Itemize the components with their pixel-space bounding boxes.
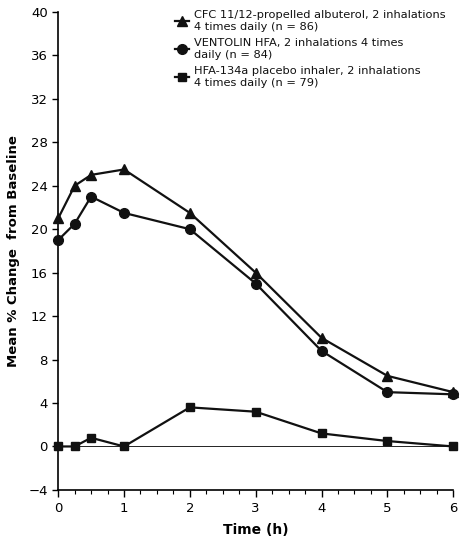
- VENTOLIN HFA, 2 inhalations 4 times
daily (n = 84): [451, 391, 456, 398]
- CFC 11/12-propelled albuterol, 2 inhalations
4 times daily (n = 86): [121, 166, 127, 173]
- VENTOLIN HFA, 2 inhalations 4 times
daily (n = 84): [385, 389, 390, 395]
- CFC 11/12-propelled albuterol, 2 inhalations
4 times daily (n = 86): [72, 182, 78, 189]
- Y-axis label: Mean % Change  from Baseline: Mean % Change from Baseline: [7, 135, 20, 367]
- HFA-134a placebo inhaler, 2 inhalations
4 times daily (n = 79): [187, 404, 193, 411]
- VENTOLIN HFA, 2 inhalations 4 times
daily (n = 84): [72, 220, 78, 227]
- CFC 11/12-propelled albuterol, 2 inhalations
4 times daily (n = 86): [55, 215, 61, 221]
- HFA-134a placebo inhaler, 2 inhalations
4 times daily (n = 79): [88, 435, 94, 441]
- CFC 11/12-propelled albuterol, 2 inhalations
4 times daily (n = 86): [319, 335, 324, 341]
- Line: CFC 11/12-propelled albuterol, 2 inhalations
4 times daily (n = 86): CFC 11/12-propelled albuterol, 2 inhalat…: [53, 165, 458, 397]
- HFA-134a placebo inhaler, 2 inhalations
4 times daily (n = 79): [253, 409, 259, 415]
- VENTOLIN HFA, 2 inhalations 4 times
daily (n = 84): [121, 209, 127, 216]
- CFC 11/12-propelled albuterol, 2 inhalations
4 times daily (n = 86): [385, 373, 390, 379]
- VENTOLIN HFA, 2 inhalations 4 times
daily (n = 84): [187, 226, 193, 232]
- Line: VENTOLIN HFA, 2 inhalations 4 times
daily (n = 84): VENTOLIN HFA, 2 inhalations 4 times dail…: [53, 191, 458, 399]
- CFC 11/12-propelled albuterol, 2 inhalations
4 times daily (n = 86): [451, 389, 456, 395]
- HFA-134a placebo inhaler, 2 inhalations
4 times daily (n = 79): [121, 443, 127, 450]
- X-axis label: Time (h): Time (h): [223, 523, 288, 537]
- HFA-134a placebo inhaler, 2 inhalations
4 times daily (n = 79): [319, 430, 324, 437]
- HFA-134a placebo inhaler, 2 inhalations
4 times daily (n = 79): [72, 443, 78, 450]
- Line: HFA-134a placebo inhaler, 2 inhalations
4 times daily (n = 79): HFA-134a placebo inhaler, 2 inhalations …: [54, 403, 458, 450]
- HFA-134a placebo inhaler, 2 inhalations
4 times daily (n = 79): [451, 443, 456, 450]
- HFA-134a placebo inhaler, 2 inhalations
4 times daily (n = 79): [55, 443, 61, 450]
- VENTOLIN HFA, 2 inhalations 4 times
daily (n = 84): [55, 237, 61, 243]
- VENTOLIN HFA, 2 inhalations 4 times
daily (n = 84): [88, 193, 94, 200]
- VENTOLIN HFA, 2 inhalations 4 times
daily (n = 84): [319, 348, 324, 354]
- CFC 11/12-propelled albuterol, 2 inhalations
4 times daily (n = 86): [187, 209, 193, 216]
- HFA-134a placebo inhaler, 2 inhalations
4 times daily (n = 79): [385, 438, 390, 444]
- CFC 11/12-propelled albuterol, 2 inhalations
4 times daily (n = 86): [88, 171, 94, 178]
- VENTOLIN HFA, 2 inhalations 4 times
daily (n = 84): [253, 280, 259, 287]
- Legend: CFC 11/12-propelled albuterol, 2 inhalations
4 times daily (n = 86), VENTOLIN HF: CFC 11/12-propelled albuterol, 2 inhalat…: [173, 8, 447, 90]
- CFC 11/12-propelled albuterol, 2 inhalations
4 times daily (n = 86): [253, 269, 259, 276]
